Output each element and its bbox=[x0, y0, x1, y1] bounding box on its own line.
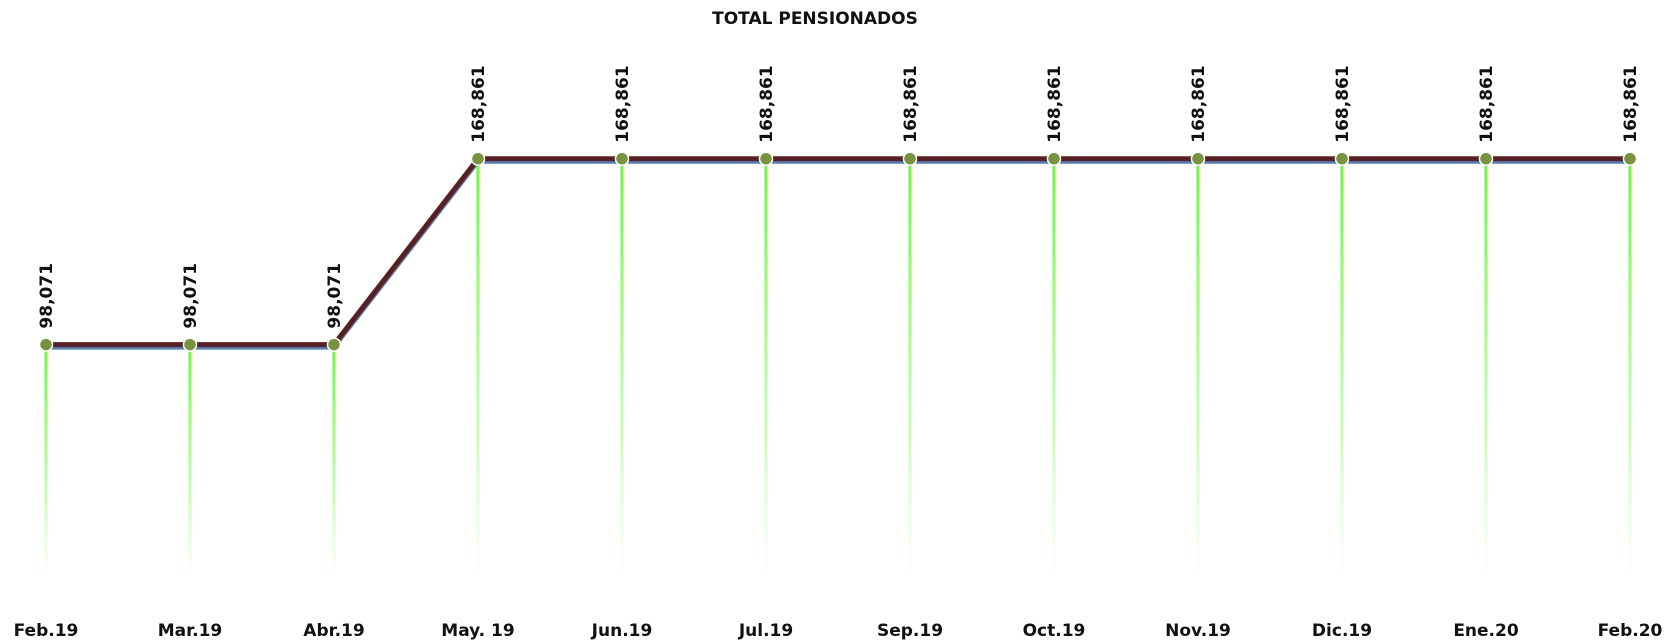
value-label: 168,861 bbox=[613, 65, 633, 142]
marker bbox=[182, 337, 198, 352]
x-tick-label: Sep.19 bbox=[877, 621, 943, 641]
drop-line bbox=[1484, 158, 1488, 582]
x-tick-label: May. 19 bbox=[441, 621, 514, 641]
value-label: 168,861 bbox=[1621, 65, 1641, 142]
x-tick-label: Jun.19 bbox=[591, 621, 653, 641]
drop-line bbox=[620, 158, 624, 582]
x-tick-label: Mar.19 bbox=[158, 621, 222, 641]
marker bbox=[902, 151, 918, 166]
marker bbox=[1046, 151, 1062, 166]
drop-line bbox=[764, 158, 768, 582]
marker bbox=[758, 151, 774, 166]
x-tick-label: Ene.20 bbox=[1453, 621, 1519, 641]
marker bbox=[326, 337, 342, 352]
x-tick-label: Dic.19 bbox=[1312, 621, 1372, 641]
value-label: 168,861 bbox=[1189, 65, 1209, 142]
marker bbox=[614, 151, 630, 166]
marker bbox=[470, 151, 486, 166]
marker bbox=[1334, 151, 1350, 166]
value-label: 168,861 bbox=[1333, 65, 1353, 142]
x-tick-label: Oct.19 bbox=[1023, 621, 1086, 641]
value-label: 168,861 bbox=[901, 65, 921, 142]
chart-title: TOTAL PENSIONADOS bbox=[712, 9, 918, 29]
value-label: 168,861 bbox=[757, 65, 777, 142]
x-tick-label: Feb.20 bbox=[1598, 621, 1663, 641]
drop-line bbox=[476, 158, 480, 582]
value-label: 98,071 bbox=[37, 263, 57, 329]
drop-line bbox=[1052, 158, 1056, 582]
line-shadow bbox=[46, 159, 1630, 350]
drop-line bbox=[332, 344, 336, 582]
drop-line bbox=[1628, 158, 1632, 582]
value-label: 168,861 bbox=[1477, 65, 1497, 142]
drop-line bbox=[1340, 158, 1344, 582]
marker bbox=[1622, 151, 1638, 166]
value-label: 168,861 bbox=[469, 65, 489, 142]
line bbox=[46, 156, 1630, 348]
drop-line bbox=[908, 158, 912, 582]
marker bbox=[1190, 151, 1206, 166]
drop-line bbox=[44, 344, 48, 582]
value-label: 98,071 bbox=[181, 263, 201, 329]
x-tick-label: Abr.19 bbox=[303, 621, 364, 641]
x-tick-label: Feb.19 bbox=[14, 621, 79, 641]
value-label: 98,071 bbox=[325, 263, 345, 329]
marker bbox=[1478, 151, 1494, 166]
marker bbox=[38, 337, 54, 352]
value-label: 168,861 bbox=[1045, 65, 1065, 142]
x-tick-label: Nov.19 bbox=[1165, 621, 1231, 641]
drop-line bbox=[188, 344, 192, 582]
x-tick-label: Jul.19 bbox=[738, 621, 793, 641]
drop-line bbox=[1196, 158, 1200, 582]
